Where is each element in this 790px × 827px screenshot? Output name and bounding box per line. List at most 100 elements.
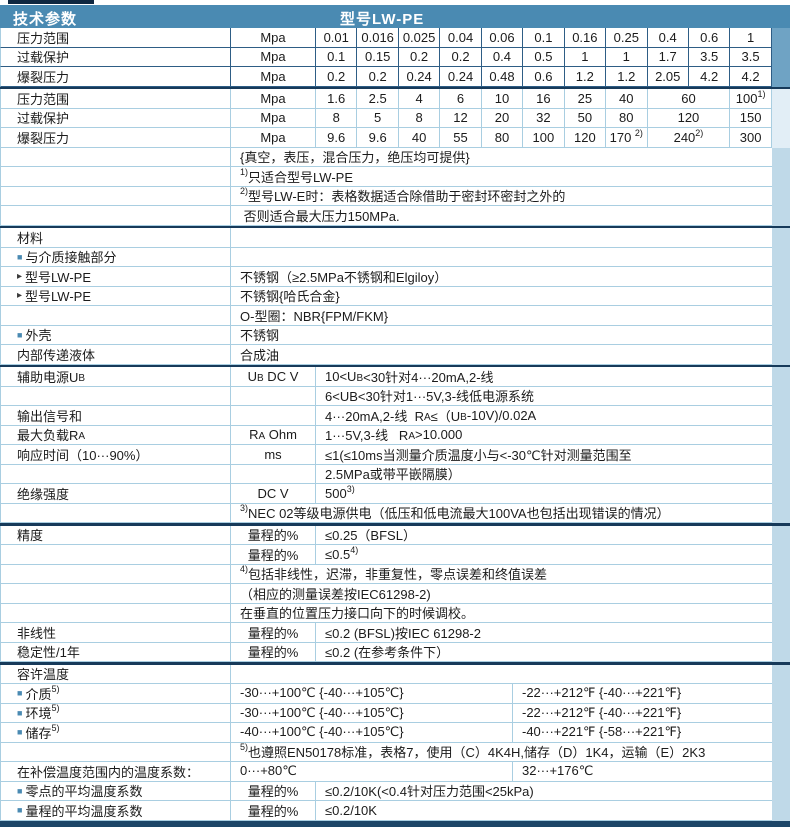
spec-label-cell: ■ 零点的平均温度系数 <box>1 781 231 800</box>
cell-text: -40···+221℉ {-58···+221℉} <box>522 724 682 740</box>
table-row: ■ 与介质接触部分 <box>0 247 773 267</box>
cell-text: 2) <box>634 128 643 138</box>
table-row: 量程的% ≤0.5 4) <box>0 545 772 565</box>
cell-text: 0.016 <box>361 29 394 45</box>
cell-text: 1) <box>757 89 766 99</box>
cell-text: 不锈钢{哈氏合金} <box>240 289 340 305</box>
table-row: 绝缘强度 DC V 500 3) <box>0 484 772 504</box>
table-row: 爆裂压力 Mpa 0.2 0.2 0.24 0.24 0.48 0.6 1.2 1.2 2.05 4.… <box>0 67 772 87</box>
square-bullet-icon: ■ <box>17 251 23 262</box>
cell-text: 0.24 <box>406 68 432 84</box>
value-cell: 120 <box>565 128 607 147</box>
temp-celsius-cell: -40···+100℃ {-40···+105℃} <box>231 723 513 742</box>
value-cell: 否则适合最大压力150MPa. <box>231 206 773 225</box>
value-cell: 80 <box>606 108 648 127</box>
value-cell: 12 <box>440 108 482 127</box>
cell-text: 80 <box>619 110 634 126</box>
cell-text: ≤0.5 <box>325 546 351 562</box>
temp-celsius-cell: -30···+100℃ {-40···+105℃} <box>231 684 513 703</box>
cell-text: 量程的% <box>247 625 299 641</box>
cell-text: 55 <box>453 129 468 145</box>
cell-text: -30···+100℃ {-40···+105℃} <box>240 704 404 720</box>
temp-fahrenheit-cell: 32···+176℃ <box>513 762 773 781</box>
value-cell: 100 <box>523 128 565 147</box>
cell-text: ms <box>264 446 282 462</box>
table-row: ■ 储存 5) -40···+100℃ {-40···+105℃} -40···+221… <box>0 723 772 743</box>
spec-label-cell <box>1 603 231 622</box>
unit-cell: 量程的% <box>231 623 316 642</box>
value-cell: 3.5 <box>730 47 772 66</box>
value-cell: 5 <box>357 108 399 127</box>
spec-label-cell: 辅助电源U B <box>1 367 231 386</box>
spec-label-cell <box>1 206 231 225</box>
cell-text: ≤1(≤10ms当测量介质温度小与<-30℃针对测量范围至 <box>325 447 632 463</box>
cell-text: ≤0.2 (在参考条件下） <box>325 645 450 661</box>
spec-label-cell: 精度 <box>1 525 231 544</box>
cell-text: 过载保护 <box>17 50 70 66</box>
cell-text: -22···+212℉ {-40···+221℉} <box>522 704 682 720</box>
cell-text: 3) <box>240 503 249 514</box>
cell-text: -22···+212℉ {-40···+221℉} <box>522 685 682 701</box>
cell-text: 2) <box>695 128 704 138</box>
unit-cell: 量程的% <box>231 781 316 800</box>
unit-cell: 量程的% <box>231 642 316 661</box>
header-model-title: 型号LW-PE <box>340 11 425 28</box>
table-row: 输出信号和 4···20mA,2-线 R A ≤（U B -10V)/0.02A <box>0 406 772 426</box>
spec-label-cell <box>1 464 231 483</box>
table-header: 技术参数 型号LW-PE <box>0 4 790 28</box>
cell-text: 稳定性/1年 <box>17 645 80 661</box>
value-cell <box>231 248 773 267</box>
cell-text: Mpa <box>260 110 286 126</box>
value-cell: 0.24 <box>440 67 482 86</box>
value-cell: 0.2 <box>440 47 482 66</box>
cell-text: 合成油 <box>240 347 280 363</box>
value-cell: 25 <box>565 89 607 108</box>
value-cell: 0.025 <box>399 28 441 47</box>
value-cell: 4 <box>399 89 441 108</box>
value-cell: ≤0.5 4) <box>316 545 773 564</box>
cell-text: ≤0.2 (BFSL)按IEC 61298-2 <box>325 625 481 641</box>
value-cell: 8 <box>399 108 441 127</box>
cell-text: 60 <box>681 90 696 106</box>
section-separator <box>0 225 790 228</box>
cell-text: A <box>408 431 415 443</box>
header-left-title: 技术参数 <box>13 11 78 28</box>
right-margin-strip-top <box>772 28 790 89</box>
spec-label-cell <box>1 167 231 186</box>
value-cell: 0.2 <box>357 67 399 86</box>
table-row: 在补偿温度范围内的温度系数： 0···+80℃ 32···+176℃ <box>0 762 772 782</box>
value-cell <box>231 665 773 684</box>
cell-text: 170 <box>609 129 635 145</box>
spec-label-cell <box>1 147 231 166</box>
value-cell: 1.2 <box>606 67 648 86</box>
cell-text: 储存 <box>25 725 52 741</box>
value-cell: 9.6 <box>316 128 358 147</box>
table-row: ▸ 型号LW-PE 不锈钢（≥2.5MPa不锈钢和Elgiloy） <box>0 267 772 287</box>
value-cell: 0.06 <box>482 28 524 47</box>
cell-text: 否则适合最大压力150MPa. <box>240 208 400 224</box>
spec-label-cell: 压力范围 <box>1 28 231 47</box>
value-cell: 4.2 <box>689 67 731 86</box>
value-cell: 6 <box>440 89 482 108</box>
value-cell: 1 <box>565 47 607 66</box>
table-row: 过载保护 Mpa 0.1 0.15 0.2 0.2 0.4 0.5 1 1 1.7 3.5 3.5 <box>0 47 772 67</box>
spec-label-cell: 爆裂压力 <box>1 128 231 147</box>
cell-text: 80 <box>494 129 510 145</box>
cell-text: 零点的平均温度系数 <box>25 784 143 800</box>
table-row: 爆裂压力 Mpa 9.6 9.6 40 55 80 100 120 170 2) 240 2) 300 <box>0 128 772 148</box>
spec-label-cell <box>1 186 231 205</box>
cell-text: 响应时间（10···90%） <box>17 447 149 463</box>
temp-celsius-cell: -30···+100℃ {-40···+105℃} <box>231 703 513 722</box>
cell-text: 2.5 <box>368 90 387 106</box>
value-cell: 40 <box>606 89 648 108</box>
temp-fahrenheit-cell: -40···+221℉ {-58···+221℉} <box>513 723 773 742</box>
value-cell: 在垂直的位置压力接口向下的时候调校。 <box>231 604 773 623</box>
table-row: 精度 量程的% ≤0.25（BFSL） <box>0 525 772 545</box>
value-cell: 2.05 <box>648 67 689 86</box>
spec-label-cell: 绝缘强度 <box>1 484 231 503</box>
cell-text: 输出信号和 <box>17 408 83 424</box>
cell-text: 16 <box>536 90 551 106</box>
cell-text: 9.6 <box>327 129 346 145</box>
temp-fahrenheit-cell: -22···+212℉ {-40···+221℉} <box>513 684 773 703</box>
unit-cell: Mpa <box>231 67 316 86</box>
